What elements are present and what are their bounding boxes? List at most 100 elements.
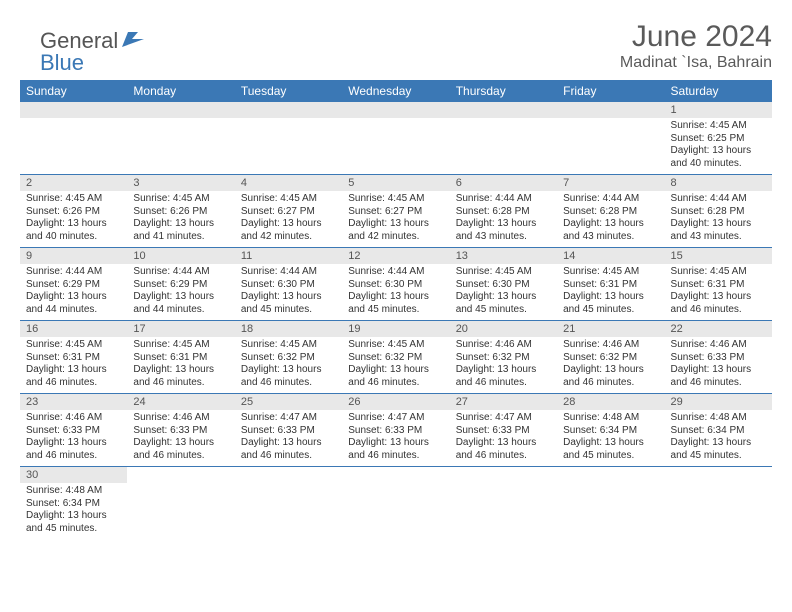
day-line: and 46 minutes. xyxy=(241,450,336,463)
day-header: Thursday xyxy=(450,80,557,102)
day-number: 18 xyxy=(235,321,342,337)
day-line: Daylight: 13 hours xyxy=(563,364,658,377)
day-line: and 41 minutes. xyxy=(133,231,228,244)
day-details: Sunrise: 4:48 AMSunset: 6:34 PMDaylight:… xyxy=(665,410,772,466)
day-details: Sunrise: 4:46 AMSunset: 6:32 PMDaylight:… xyxy=(557,337,664,393)
day-details: Sunrise: 4:48 AMSunset: 6:34 PMDaylight:… xyxy=(20,483,127,539)
calendar-blank xyxy=(557,102,664,175)
calendar-day: 21Sunrise: 4:46 AMSunset: 6:32 PMDayligh… xyxy=(557,321,664,394)
calendar-day: 12Sunrise: 4:44 AMSunset: 6:30 PMDayligh… xyxy=(342,248,449,321)
day-line: Sunrise: 4:45 AM xyxy=(348,193,443,206)
day-line: Daylight: 13 hours xyxy=(671,364,766,377)
day-header: Wednesday xyxy=(342,80,449,102)
day-line: and 46 minutes. xyxy=(133,377,228,390)
day-line: and 45 minutes. xyxy=(563,304,658,317)
location: Madinat `Isa, Bahrain xyxy=(620,54,772,72)
day-line: Sunset: 6:34 PM xyxy=(671,425,766,438)
day-number: 29 xyxy=(665,394,772,410)
day-line: Sunset: 6:33 PM xyxy=(241,425,336,438)
day-line: Sunset: 6:28 PM xyxy=(563,206,658,219)
calendar-day: 5Sunrise: 4:45 AMSunset: 6:27 PMDaylight… xyxy=(342,175,449,248)
day-number: 2 xyxy=(20,175,127,191)
day-line: Sunset: 6:31 PM xyxy=(26,352,121,365)
day-number: 12 xyxy=(342,248,449,264)
day-number: 28 xyxy=(557,394,664,410)
day-line: Daylight: 13 hours xyxy=(26,291,121,304)
day-details: Sunrise: 4:47 AMSunset: 6:33 PMDaylight:… xyxy=(450,410,557,466)
day-number-blank xyxy=(557,102,664,118)
day-line: Sunrise: 4:47 AM xyxy=(348,412,443,425)
day-line: Sunset: 6:28 PM xyxy=(456,206,551,219)
day-line: Sunrise: 4:45 AM xyxy=(456,266,551,279)
day-number: 6 xyxy=(450,175,557,191)
day-line: Sunset: 6:26 PM xyxy=(133,206,228,219)
day-details: Sunrise: 4:45 AMSunset: 6:27 PMDaylight:… xyxy=(342,191,449,247)
day-details: Sunrise: 4:44 AMSunset: 6:29 PMDaylight:… xyxy=(20,264,127,320)
day-line: and 43 minutes. xyxy=(671,231,766,244)
day-line: Daylight: 13 hours xyxy=(563,218,658,231)
calendar-day: 3Sunrise: 4:45 AMSunset: 6:26 PMDaylight… xyxy=(127,175,234,248)
day-header: Tuesday xyxy=(235,80,342,102)
day-line: Sunset: 6:27 PM xyxy=(348,206,443,219)
day-line: Sunset: 6:32 PM xyxy=(563,352,658,365)
day-line: Sunrise: 4:46 AM xyxy=(563,339,658,352)
day-details: Sunrise: 4:45 AMSunset: 6:31 PMDaylight:… xyxy=(127,337,234,393)
day-line: Sunset: 6:33 PM xyxy=(26,425,121,438)
day-details: Sunrise: 4:45 AMSunset: 6:31 PMDaylight:… xyxy=(557,264,664,320)
day-line: and 45 minutes. xyxy=(456,304,551,317)
calendar-day: 11Sunrise: 4:44 AMSunset: 6:30 PMDayligh… xyxy=(235,248,342,321)
day-line: and 46 minutes. xyxy=(671,377,766,390)
day-line: Sunset: 6:31 PM xyxy=(563,279,658,292)
page-header: General June 2024 Madinat `Isa, Bahrain xyxy=(20,20,772,72)
day-number-blank xyxy=(342,102,449,118)
day-details: Sunrise: 4:45 AMSunset: 6:26 PMDaylight:… xyxy=(20,191,127,247)
calendar-day: 6Sunrise: 4:44 AMSunset: 6:28 PMDaylight… xyxy=(450,175,557,248)
day-number: 19 xyxy=(342,321,449,337)
day-line: Sunset: 6:34 PM xyxy=(563,425,658,438)
day-line: Sunrise: 4:45 AM xyxy=(563,266,658,279)
day-number: 4 xyxy=(235,175,342,191)
calendar-day: 16Sunrise: 4:45 AMSunset: 6:31 PMDayligh… xyxy=(20,321,127,394)
day-number: 9 xyxy=(20,248,127,264)
day-number: 3 xyxy=(127,175,234,191)
day-number-blank xyxy=(127,102,234,118)
day-details: Sunrise: 4:45 AMSunset: 6:30 PMDaylight:… xyxy=(450,264,557,320)
day-line: Sunset: 6:32 PM xyxy=(456,352,551,365)
day-line: Sunrise: 4:46 AM xyxy=(456,339,551,352)
day-line: Daylight: 13 hours xyxy=(671,291,766,304)
day-number: 26 xyxy=(342,394,449,410)
day-line: Sunset: 6:33 PM xyxy=(671,352,766,365)
calendar-body: 1Sunrise: 4:45 AMSunset: 6:25 PMDaylight… xyxy=(20,102,772,539)
calendar-blank xyxy=(127,102,234,175)
calendar-week: 23Sunrise: 4:46 AMSunset: 6:33 PMDayligh… xyxy=(20,394,772,467)
calendar-day: 4Sunrise: 4:45 AMSunset: 6:27 PMDaylight… xyxy=(235,175,342,248)
day-line: Sunset: 6:34 PM xyxy=(26,498,121,511)
calendar-day: 20Sunrise: 4:46 AMSunset: 6:32 PMDayligh… xyxy=(450,321,557,394)
calendar-blank xyxy=(235,467,342,540)
day-details: Sunrise: 4:47 AMSunset: 6:33 PMDaylight:… xyxy=(342,410,449,466)
day-line: Sunrise: 4:44 AM xyxy=(348,266,443,279)
calendar-day: 8Sunrise: 4:44 AMSunset: 6:28 PMDaylight… xyxy=(665,175,772,248)
day-line: and 46 minutes. xyxy=(456,377,551,390)
calendar-blank xyxy=(127,467,234,540)
day-line: and 46 minutes. xyxy=(671,304,766,317)
calendar-day: 19Sunrise: 4:45 AMSunset: 6:32 PMDayligh… xyxy=(342,321,449,394)
calendar-blank xyxy=(342,467,449,540)
day-line: Sunset: 6:32 PM xyxy=(241,352,336,365)
day-line: Daylight: 13 hours xyxy=(456,364,551,377)
day-line: Sunrise: 4:48 AM xyxy=(563,412,658,425)
day-number: 16 xyxy=(20,321,127,337)
day-details: Sunrise: 4:44 AMSunset: 6:29 PMDaylight:… xyxy=(127,264,234,320)
day-line: Daylight: 13 hours xyxy=(563,291,658,304)
day-number: 11 xyxy=(235,248,342,264)
day-line: Sunrise: 4:46 AM xyxy=(133,412,228,425)
day-line: Sunset: 6:26 PM xyxy=(26,206,121,219)
day-line: Daylight: 13 hours xyxy=(26,364,121,377)
day-number: 1 xyxy=(665,102,772,118)
day-number: 13 xyxy=(450,248,557,264)
day-details: Sunrise: 4:44 AMSunset: 6:28 PMDaylight:… xyxy=(450,191,557,247)
calendar-day: 18Sunrise: 4:45 AMSunset: 6:32 PMDayligh… xyxy=(235,321,342,394)
day-number: 8 xyxy=(665,175,772,191)
day-line: Sunrise: 4:45 AM xyxy=(348,339,443,352)
calendar-day: 30Sunrise: 4:48 AMSunset: 6:34 PMDayligh… xyxy=(20,467,127,540)
